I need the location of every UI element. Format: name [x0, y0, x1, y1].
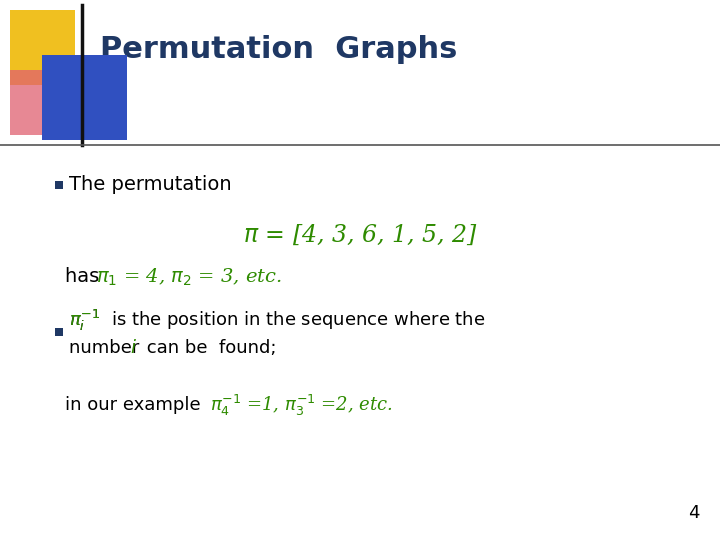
Text: can be  found;: can be found; [141, 339, 276, 357]
Bar [10, 70, 100, 135]
Text: $\pi$ = [4, 3, 6, 1, 5, 2]: $\pi$ = [4, 3, 6, 1, 5, 2] [243, 223, 477, 247]
Text: in our example: in our example [65, 396, 207, 414]
Bar [55, 328, 63, 336]
Text: $\pi_i^{-1}$: $\pi_i^{-1}$ [69, 307, 100, 333]
Bar [10, 10, 75, 85]
Text: $\pi_1$ = 4, $\pi_2$ = 3, etc.: $\pi_1$ = 4, $\pi_2$ = 3, etc. [96, 266, 282, 288]
Bar [55, 181, 63, 189]
Text: has: has [65, 267, 106, 287]
Text: 4: 4 [688, 504, 700, 522]
Text: $\pi_i^{-1}$  is the position in the sequence where the: $\pi_i^{-1}$ is the position in the sequ… [69, 307, 485, 333]
Text: i: i [130, 339, 135, 357]
Bar [42, 55, 127, 140]
Text: Permutation  Graphs: Permutation Graphs [100, 36, 457, 64]
Text: number: number [69, 339, 145, 357]
Text: The permutation: The permutation [69, 176, 232, 194]
Text: $\pi_4^{-1}$ =1, $\pi_3^{-1}$ =2, etc.: $\pi_4^{-1}$ =1, $\pi_3^{-1}$ =2, etc. [210, 393, 393, 417]
